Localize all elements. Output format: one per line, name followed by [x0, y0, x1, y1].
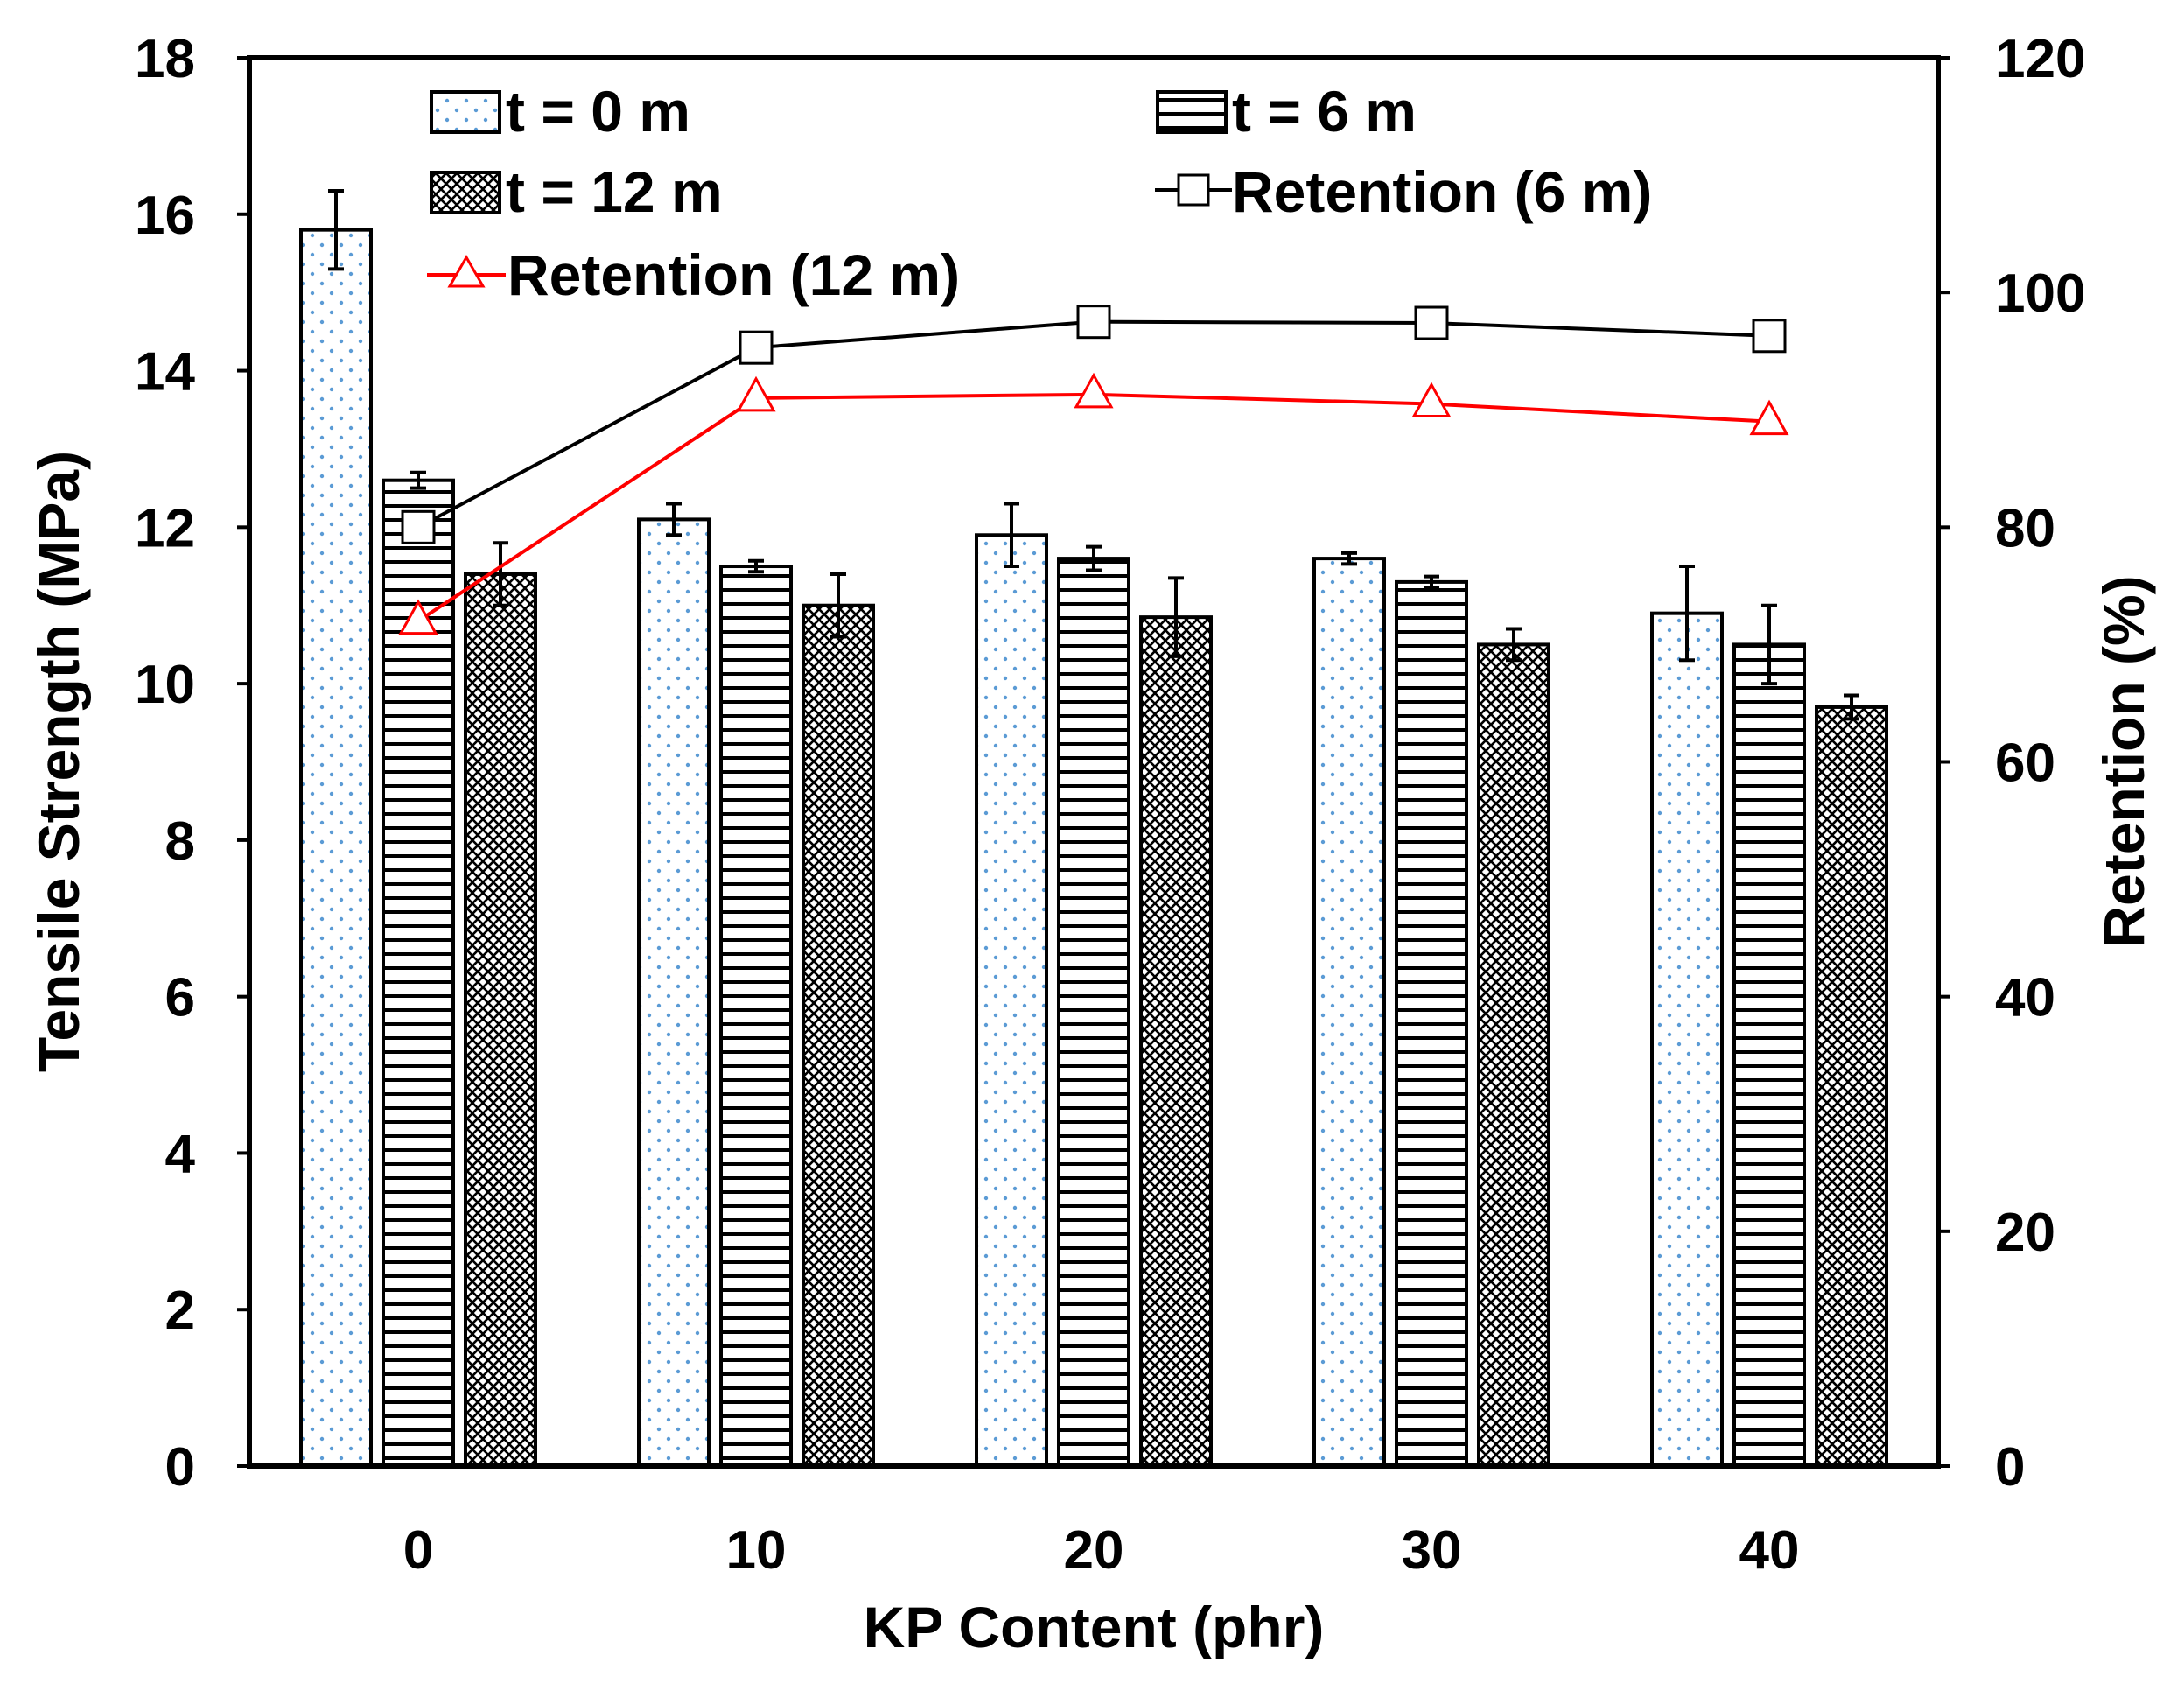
bar-crosshatch-20 — [1139, 615, 1213, 1468]
marker-triangle-20 — [1074, 372, 1114, 409]
legend-label-t12: t = 12 m — [506, 159, 723, 224]
legend-label-retention-6m: Retention (6 m) — [1232, 159, 1652, 224]
y-tick-label: 14 — [135, 342, 195, 403]
y-axis-title: Tensile Strength (MPa) — [26, 451, 91, 1072]
y-tick-label: 12 — [135, 498, 195, 558]
marker-triangle-10 — [736, 375, 776, 412]
y-tick-label: 4 — [165, 1124, 196, 1184]
marker-square-40 — [1752, 319, 1787, 354]
bar-hlines-20 — [1057, 557, 1130, 1468]
x-axis-ticks: 0 10 20 30 40 — [403, 1520, 1800, 1581]
bar-crosshatch-0 — [464, 572, 537, 1468]
legend-swatch-hlines — [1156, 90, 1228, 134]
bar-dots-30 — [1312, 557, 1386, 1468]
y2-tick-label: 80 — [1995, 498, 2055, 558]
legend: t = 0 m t = 6 m t = 12 m Retention (6 m)… — [427, 79, 1652, 307]
bar-hlines-40 — [1732, 642, 1806, 1468]
y2-tick-label: 60 — [1995, 733, 2055, 794]
bar-dots-20 — [975, 533, 1048, 1468]
x-tick-label: 0 — [403, 1520, 433, 1581]
y-tick-label: 18 — [135, 29, 195, 89]
retention-lines-layer — [398, 305, 1789, 635]
marker-triangle-40 — [1749, 399, 1789, 436]
y2-tick-label: 120 — [1995, 29, 2085, 89]
bar-dots-10 — [637, 517, 710, 1469]
bar-crosshatch-30 — [1477, 642, 1550, 1468]
bars-layer — [299, 188, 1888, 1469]
x-tick-label: 20 — [1064, 1520, 1124, 1581]
legend-marker-square — [1177, 173, 1210, 207]
x-tick-label: 40 — [1740, 1520, 1800, 1581]
bar-hlines-10 — [719, 565, 793, 1468]
x-tick-label: 30 — [1402, 1520, 1462, 1581]
legend-item-retention-12m: Retention (12 m) — [427, 242, 960, 307]
y2-tick-label: 20 — [1995, 1203, 2055, 1263]
bar-hlines-30 — [1395, 579, 1468, 1468]
legend-swatch-crosshatch — [430, 171, 501, 214]
y-tick-label: 16 — [135, 186, 195, 246]
legend-item-t12: t = 12 m — [430, 159, 723, 224]
bar-crosshatch-10 — [802, 603, 875, 1468]
x-tick-label: 10 — [726, 1520, 787, 1581]
marker-square-20 — [1076, 305, 1111, 340]
bar-dots-40 — [1650, 611, 1724, 1468]
legend-item-t6: t = 6 m — [1156, 79, 1417, 144]
legend-item-retention-6m: Retention (6 m) — [1155, 159, 1652, 224]
marker-square-30 — [1414, 305, 1449, 340]
legend-marker-triangle — [447, 254, 486, 288]
legend-label-retention-12m: Retention (12 m) — [508, 242, 960, 307]
legend-label-t0: t = 0 m — [506, 79, 690, 144]
legend-item-t0: t = 0 m — [430, 79, 690, 144]
legend-label-t6: t = 6 m — [1232, 79, 1417, 144]
y-tick-label: 6 — [165, 968, 195, 1028]
marker-triangle-30 — [1411, 382, 1452, 418]
y2-tick-label: 100 — [1995, 263, 2085, 324]
y2-tick-label: 0 — [1995, 1437, 2025, 1498]
bar-dots-0 — [299, 228, 373, 1469]
y-tick-label: 8 — [165, 811, 195, 872]
marker-triangle-0 — [398, 599, 438, 635]
y-tick-label: 0 — [165, 1437, 195, 1498]
bar-crosshatch-40 — [1815, 705, 1888, 1468]
y-tick-label: 2 — [165, 1281, 195, 1341]
y-tick-label: 10 — [135, 655, 195, 715]
left-axis-ticks: 0 2 4 6 8 10 12 14 16 18 — [135, 29, 249, 1498]
y2-axis-title: Retention (%) — [2091, 575, 2156, 947]
line-square — [417, 319, 1770, 530]
marker-square-0 — [401, 509, 436, 544]
y2-tick-label: 40 — [1995, 968, 2055, 1028]
x-axis-title: KP Content (phr) — [864, 1595, 1325, 1659]
right-axis-ticks: 0 20 40 60 80 100 120 — [1938, 29, 2085, 1498]
legend-swatch-dots — [430, 90, 501, 134]
marker-square-10 — [738, 330, 774, 365]
